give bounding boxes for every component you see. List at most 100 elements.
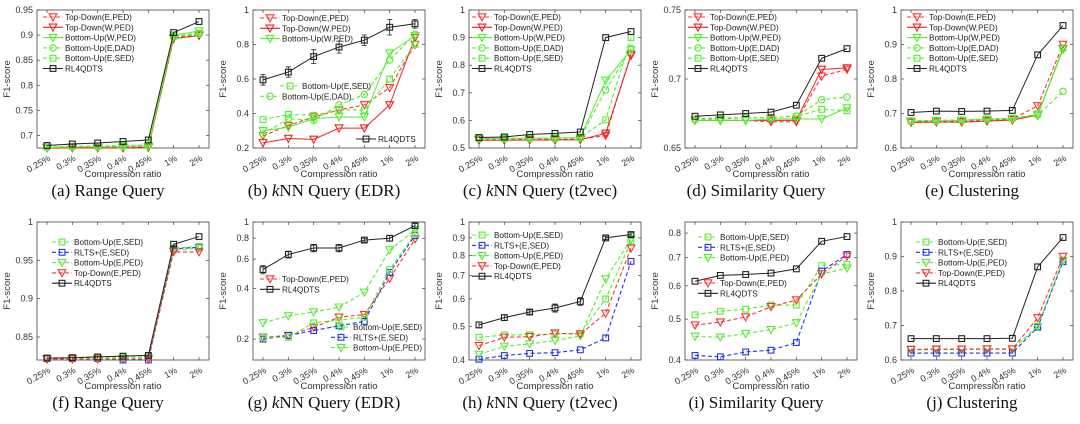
- series-bottom-up-e-sed-marker: [386, 266, 394, 273]
- series-rl4qdts-error-bar: [628, 232, 634, 237]
- series-top-down-w-ped-marker: [524, 136, 535, 145]
- series-rlts-e-sed: [691, 251, 851, 361]
- series-rl4qdts-marker: [526, 131, 534, 138]
- legend: Bottom-Up(E,SED)RLTS+(E,SED) Bottom-Up(E,…: [52, 238, 143, 288]
- legend-label: Bottom-Up(E,SED): [710, 54, 779, 63]
- series-bottom-up-e-ped-line: [694, 267, 848, 338]
- legend-item-rl4qdts: RL4QDTS: [916, 279, 976, 288]
- series-bottom-up-e-dad-marker: [1059, 87, 1067, 96]
- legend-marker: [478, 65, 486, 72]
- legend-item-top-down-e-ped: Top-Down(E,PED): [688, 13, 777, 22]
- series-top-down-e-ped-marker: [715, 318, 726, 328]
- y-tick-label: 0.6: [884, 143, 897, 153]
- y-axis-label: F1-score: [218, 272, 229, 309]
- chart-panel-c: 0.5 0.6 0.7 0.8 0.9 1 0.25% 0.3% 0.35% 0.4% 0.45% 1…: [432, 0, 648, 212]
- series-bottom-up-e-ped-marker: [474, 350, 484, 360]
- series-bottom-up-e-sed-marker: [360, 313, 368, 321]
- series-top-down-w-ped-marker: [600, 129, 611, 139]
- legend-label: Bottom-Up(E,SED): [938, 238, 1007, 247]
- series-top-down-e-ped-marker: [474, 341, 484, 351]
- series-bottom-up-e-sed-marker: [360, 106, 368, 114]
- series-top-down-w-ped-marker: [842, 64, 852, 73]
- series-rl4qdts-marker: [119, 352, 127, 360]
- series-top-down-e-ped-marker: [816, 270, 827, 279]
- series-bottom-up-e-sed-marker: [335, 106, 343, 114]
- y-tick-label: 0.8: [20, 80, 33, 90]
- legend-item-bottom-up-e-ped: Bottom-Up(E,PED): [331, 344, 422, 353]
- caption-text: Range Query: [73, 393, 164, 412]
- series-bottom-up-e-sed-marker: [907, 117, 915, 125]
- chart-caption: (f) Range Query: [0, 393, 216, 413]
- legend-item-rl4qdts: RL4QDTS: [52, 279, 112, 288]
- series-rl4qdts-marker: [843, 233, 851, 240]
- legend-marker: [922, 248, 930, 256]
- legend-marker: [694, 54, 702, 62]
- y-tick-label: 1: [892, 5, 897, 15]
- caption-prefix: (f): [52, 393, 74, 412]
- legend-label: Bottom-Up(E,PED): [720, 254, 789, 263]
- series-rl4qdts-marker: [958, 335, 966, 343]
- chart-svg-g: 0.20.40.60.810.25% 0.3%0.35% 0.4%0.45% 1% 2%…: [218, 217, 426, 392]
- series-top-down-e-ped-line: [262, 44, 416, 137]
- series-top-down-e-ped-line: [479, 53, 632, 141]
- series-rlts-e-sed-marker: [792, 339, 800, 346]
- series-rl4qdts-marker: [742, 271, 750, 278]
- legend-label: Top-Down(E,PED): [282, 14, 349, 23]
- series-rl4qdts-marker: [284, 68, 292, 76]
- series-top-down-w-ped-marker: [359, 124, 370, 134]
- legend-label: RL4QDTS: [938, 279, 976, 288]
- legend-marker: [913, 54, 921, 62]
- legend-item-rlts-e-sed: RLTS+(E,SED): [472, 241, 549, 250]
- series-top-down-e-ped-marker: [42, 355, 52, 365]
- series-bottom-up-e-ped-marker: [575, 331, 586, 341]
- series-rl4qdts-marker: [551, 304, 559, 312]
- legend-label: RLTS+(E,SED): [353, 333, 408, 342]
- legend-label: Bottom-Up(W,PED): [929, 34, 1000, 43]
- x-tick-label: 2%: [188, 153, 204, 168]
- x-axis-label: Compression ratio: [300, 169, 377, 180]
- y-tick-label: 0.7: [20, 130, 33, 140]
- series-bottom-up-w-ped-marker: [334, 113, 344, 122]
- series-rl4qdts: [259, 222, 419, 275]
- legend-marker: [921, 258, 931, 268]
- series-rl4qdts-marker: [411, 222, 419, 230]
- y-tick-label: 0.7: [452, 271, 465, 281]
- legend-marker: [922, 279, 930, 287]
- legend-label: Bottom-Up(E,SED): [302, 82, 371, 91]
- series-bottom-up-e-dad-line: [695, 96, 848, 120]
- y-tick-label: 0.9: [452, 33, 465, 43]
- legend-item-bottom-up-e-sed: Bottom-Up(E,SED): [907, 54, 998, 63]
- series-bottom-up-e-ped: [690, 264, 852, 343]
- legend-label: Bottom-Up(W,PED): [65, 34, 136, 43]
- legend-marker: [477, 23, 487, 33]
- x-tick-label: 0.3%: [271, 365, 294, 384]
- series-bottom-up-e-ped-marker: [715, 333, 726, 343]
- legend-label: Bottom-Up(E,DAD): [929, 44, 999, 53]
- series-rl4qdts-marker: [43, 354, 51, 362]
- x-axis-label: Compression ratio: [732, 381, 809, 392]
- series-bottom-up-e-dad-marker: [360, 90, 369, 99]
- series-rlts-e-sed-marker: [526, 349, 534, 357]
- x-tick-label: 0.25%: [25, 365, 52, 386]
- series-bottom-up-w-ped-marker: [816, 115, 827, 125]
- y-tick-label: 0.7: [884, 321, 897, 331]
- series-top-down-e-ped-marker: [842, 65, 852, 75]
- legend-marker: [477, 251, 487, 261]
- series-rl4qdts-error-bar: [260, 74, 266, 86]
- caption-text: Clustering: [946, 393, 1018, 412]
- legend-marker: [58, 238, 66, 246]
- y-tick-label: 1: [892, 217, 897, 227]
- y-tick-label: 0.7: [452, 88, 465, 98]
- series-bottom-up-e-sed-marker: [259, 116, 267, 123]
- series-rlts-e-sed-marker: [475, 355, 483, 363]
- series-rl4qdts-marker: [1034, 51, 1042, 59]
- y-tick-label: 0.8: [236, 40, 249, 50]
- series-bottom-up-e-dad-marker: [385, 56, 394, 64]
- legend-marker: [922, 238, 930, 246]
- chart-caption: (e) Clustering: [864, 181, 1080, 201]
- x-tick-label: 0.3%: [703, 365, 726, 384]
- chart-panel-j: 0.6 0.7 0.8 0.9 1 0.25% 0.3% 0.35% 0.4% 0.45% 1% 2%…: [864, 212, 1080, 424]
- legend-label: RL4QDTS: [65, 65, 103, 74]
- y-tick-label: 0.95: [15, 5, 33, 15]
- legend-label: Top-Down(W,PED): [494, 23, 563, 32]
